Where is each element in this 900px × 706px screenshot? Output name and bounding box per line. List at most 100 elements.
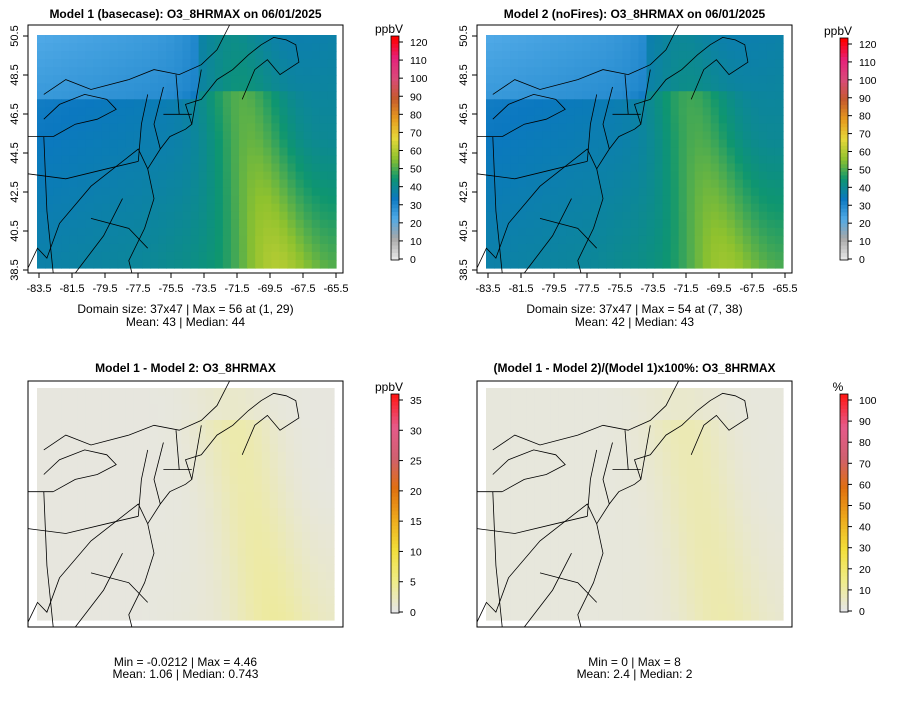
grid-cell xyxy=(221,436,231,445)
grid-cell xyxy=(502,564,511,573)
grid-cell xyxy=(614,107,624,116)
grid-cell xyxy=(502,556,511,565)
grid-cell xyxy=(142,211,151,221)
grid-cell xyxy=(45,412,54,421)
colorbar-step xyxy=(391,248,399,254)
grid-cell xyxy=(85,388,94,397)
grid-cell xyxy=(61,588,70,597)
grid-cell xyxy=(69,91,78,100)
grid-cell xyxy=(494,123,503,133)
grid-cell xyxy=(279,179,289,189)
grid-cell xyxy=(125,484,134,493)
grid-cell xyxy=(157,596,167,605)
grid-cell xyxy=(117,227,127,237)
grid-cell xyxy=(109,388,118,397)
grid-cell xyxy=(213,420,223,429)
grid-cell xyxy=(85,532,94,541)
grid-cell xyxy=(502,235,511,245)
grid-cell xyxy=(510,436,519,445)
grid-cell xyxy=(486,540,495,549)
grid-cell xyxy=(190,51,200,60)
grid-cell xyxy=(237,548,247,557)
grid-cell xyxy=(295,187,305,197)
grid-cell xyxy=(271,35,281,44)
grid-cell xyxy=(710,588,720,597)
grid-cell xyxy=(630,155,640,165)
grid-cell xyxy=(150,91,159,100)
grid-cell xyxy=(174,51,184,60)
grid-cell xyxy=(109,420,118,429)
grid-cell xyxy=(686,564,696,573)
grid-cell xyxy=(317,492,327,501)
grid-cell xyxy=(662,171,672,181)
grid-cell xyxy=(558,83,567,92)
grid-cell xyxy=(53,171,62,181)
grid-cell xyxy=(271,251,281,261)
grid-cell xyxy=(742,91,752,100)
grid-cell xyxy=(125,75,135,84)
grid-cell xyxy=(654,412,664,421)
grid-cell xyxy=(319,219,329,229)
colorbar-tick-label: 0 xyxy=(410,607,416,619)
grid-cell xyxy=(133,179,143,189)
grid-cell xyxy=(710,243,720,253)
grid-cell xyxy=(166,171,175,181)
grid-cell xyxy=(222,219,232,229)
grid-cell xyxy=(750,171,760,181)
grid-cell xyxy=(277,476,287,485)
grid-cell xyxy=(606,556,616,565)
grid-cell xyxy=(662,155,672,165)
grid-cell xyxy=(694,476,704,485)
grid-cell xyxy=(141,452,150,461)
grid-cell xyxy=(133,187,143,197)
grid-cell xyxy=(303,235,313,245)
grid-cell xyxy=(558,396,567,405)
grid-cell xyxy=(109,195,119,205)
grid-cell xyxy=(237,396,247,405)
grid-cell xyxy=(117,524,126,533)
grid-cell xyxy=(686,524,696,533)
grid-cell xyxy=(638,460,648,469)
grid-cell xyxy=(295,203,305,213)
grid-cell xyxy=(774,155,784,165)
grid-cell xyxy=(301,612,311,621)
grid-cell xyxy=(61,115,70,124)
grid-cell xyxy=(327,251,337,261)
grid-cell xyxy=(550,412,559,421)
grid-cell xyxy=(309,460,319,469)
grid-cell xyxy=(53,524,62,533)
grid-cell xyxy=(109,460,118,469)
grid-cell xyxy=(269,564,279,573)
grid-cell xyxy=(301,444,311,453)
grid-cell xyxy=(502,492,511,501)
grid-cell xyxy=(255,259,264,269)
x-tick-label: -65.5 xyxy=(772,283,797,295)
grid-cell xyxy=(702,508,712,517)
grid-cell xyxy=(77,107,87,116)
grid-cell xyxy=(311,147,321,157)
grid-cell xyxy=(166,251,175,261)
grid-cell xyxy=(158,243,167,253)
grid-cell xyxy=(718,548,728,557)
grid-cell xyxy=(45,428,54,437)
grid-cell xyxy=(678,452,688,461)
grid-cell xyxy=(109,612,118,621)
grid-cell xyxy=(311,243,321,253)
grid-cell xyxy=(61,227,70,237)
colorbar-step xyxy=(391,507,399,512)
grid-cell xyxy=(149,580,159,589)
grid-cell xyxy=(285,428,295,437)
grid-cell xyxy=(638,147,648,157)
grid-cell xyxy=(558,107,567,116)
colorbar-step xyxy=(391,50,399,56)
grid-cell xyxy=(317,604,327,613)
map-panel: Model 1 - Model 2: O3_8HRMAXppbV05101520… xyxy=(27,361,422,681)
grid-cell xyxy=(213,596,223,605)
grid-cell xyxy=(165,524,175,533)
grid-cell xyxy=(590,59,599,68)
grid-cell xyxy=(742,187,752,197)
grid-cell xyxy=(182,227,192,237)
grid-cell xyxy=(293,508,303,517)
grid-cell xyxy=(542,388,551,397)
grid-cell xyxy=(325,588,335,597)
